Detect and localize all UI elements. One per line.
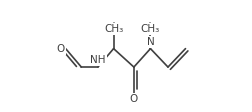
Text: N: N: [146, 37, 154, 47]
Text: O: O: [129, 94, 137, 104]
Text: CH₃: CH₃: [104, 24, 123, 34]
Text: CH₃: CH₃: [140, 24, 160, 34]
Text: O: O: [56, 44, 65, 54]
Text: NH: NH: [90, 55, 105, 65]
